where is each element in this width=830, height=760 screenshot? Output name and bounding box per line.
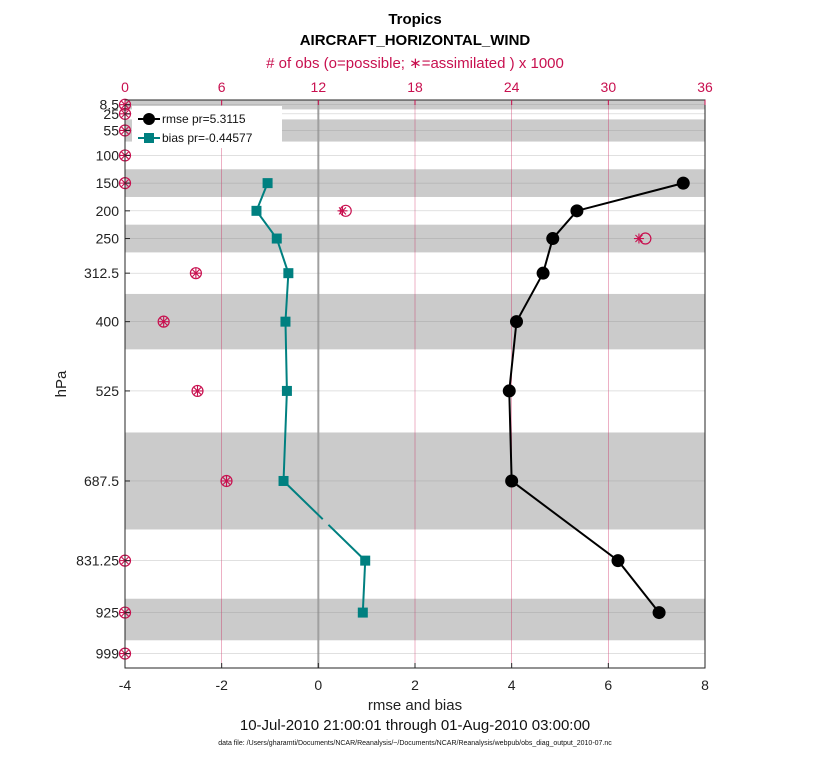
- rmse-point-6: [505, 474, 519, 488]
- bias-point-0: [262, 178, 273, 189]
- legend: rmse pr=5.3115 bias pr=-0.44577: [132, 106, 282, 148]
- rmse-point-2: [546, 232, 560, 246]
- y-tick-label-7: 312.5: [84, 265, 119, 281]
- bias-line-lower-b: [327, 524, 366, 562]
- obs-assimilated-5: [337, 205, 348, 216]
- obs-possible-7: [189, 267, 202, 280]
- obs-possible-8: [157, 315, 170, 328]
- rmse-point-8: [652, 606, 666, 620]
- top-axis: 0 6 12 18 24 30 36: [121, 79, 713, 105]
- legend-rmse-marker: [143, 113, 155, 125]
- obs-assimilated-9: [192, 385, 203, 396]
- top-tick-label-2: 12: [311, 79, 327, 95]
- data-file-note: data file: /Users/gharamti/Documents/NCA…: [218, 740, 612, 747]
- y-tick-label-12: 925: [96, 605, 120, 621]
- obs-possible-10: [220, 474, 233, 488]
- y-tick-label-10: 687.5: [84, 473, 119, 489]
- top-axis-label: # of obs (o=possible; ∗=assimilated ) x …: [266, 55, 564, 72]
- y-tick-label-9: 525: [96, 383, 120, 399]
- bottom-tick-label-1: -2: [215, 677, 228, 693]
- bottom-tick-label-4: 4: [508, 677, 516, 693]
- obs-assimilated-7: [190, 268, 201, 279]
- y-tick-label-1: 25: [103, 106, 119, 122]
- obs-assimilated-6: [633, 233, 644, 244]
- date-range: 10-Jul-2010 21:00:01 through 01-Aug-2010…: [240, 717, 590, 734]
- bottom-tick-label-0: -4: [119, 677, 132, 693]
- y-tick-label-11: 831.25: [76, 553, 119, 569]
- bias-series: [251, 178, 371, 618]
- y-axis-label: hPa: [53, 370, 70, 397]
- y-tick-label-6: 250: [96, 231, 120, 247]
- legend-rmse-label: rmse pr=5.3115: [162, 112, 246, 126]
- y-tick-label-0: 8.5: [100, 97, 120, 113]
- legend-box: [132, 106, 282, 148]
- rmse-point-7: [611, 554, 625, 568]
- bias-point-3: [283, 268, 294, 279]
- rmse-point-5: [502, 384, 516, 398]
- bias-point-4: [280, 316, 291, 327]
- rmse-series: [502, 176, 690, 620]
- chart-subtitle: AIRCRAFT_HORIZONTAL_WIND: [300, 32, 531, 49]
- bottom-tick-label-5: 6: [604, 677, 612, 693]
- obs-possible-9: [191, 384, 204, 398]
- top-tick-label-4: 24: [504, 79, 520, 95]
- bottom-tick-label-3: 2: [411, 677, 419, 693]
- y-tick-label-8: 400: [96, 314, 120, 330]
- obs-assimilated-8: [158, 316, 169, 327]
- bottom-tick-label-6: 8: [701, 677, 709, 693]
- bias-point-2: [271, 233, 282, 244]
- bias-point-8: [357, 607, 368, 618]
- bias-line-lower-a: [282, 480, 324, 520]
- bias-point-6: [278, 475, 289, 486]
- rmse-point-0: [676, 176, 690, 190]
- bias-point-7: [360, 555, 371, 566]
- rmse-point-1: [570, 204, 584, 218]
- top-tick-label-1: 6: [218, 79, 226, 95]
- top-tick-label-3: 18: [407, 79, 423, 95]
- top-tick-label-6: 36: [697, 79, 713, 95]
- bias-point-1: [251, 205, 262, 216]
- bias-line-bottom: [361, 560, 367, 613]
- obs-assimilated-10: [221, 475, 232, 486]
- chart-title: Tropics: [388, 11, 441, 28]
- legend-bias-label: bias pr=-0.44577: [162, 131, 253, 145]
- x-axis-label: rmse and bias: [368, 697, 462, 714]
- bottom-tick-label-2: 0: [314, 677, 322, 693]
- y-tick-label-2: 55: [103, 122, 119, 138]
- y-tick-label-4: 150: [96, 175, 120, 191]
- bias-point-5: [281, 385, 292, 396]
- top-tick-label-0: 0: [121, 79, 129, 95]
- rmse-point-4: [510, 315, 523, 329]
- y-tick-label-5: 200: [96, 203, 120, 219]
- y-tick-label-3: 100: [96, 147, 120, 163]
- top-tick-label-5: 30: [601, 79, 617, 95]
- bottom-axis: -4 -2 0 2 4 6 8: [119, 663, 709, 693]
- legend-bias-marker: [144, 133, 154, 143]
- y-tick-label-13: 999: [96, 646, 120, 662]
- rmse-point-3: [536, 266, 550, 280]
